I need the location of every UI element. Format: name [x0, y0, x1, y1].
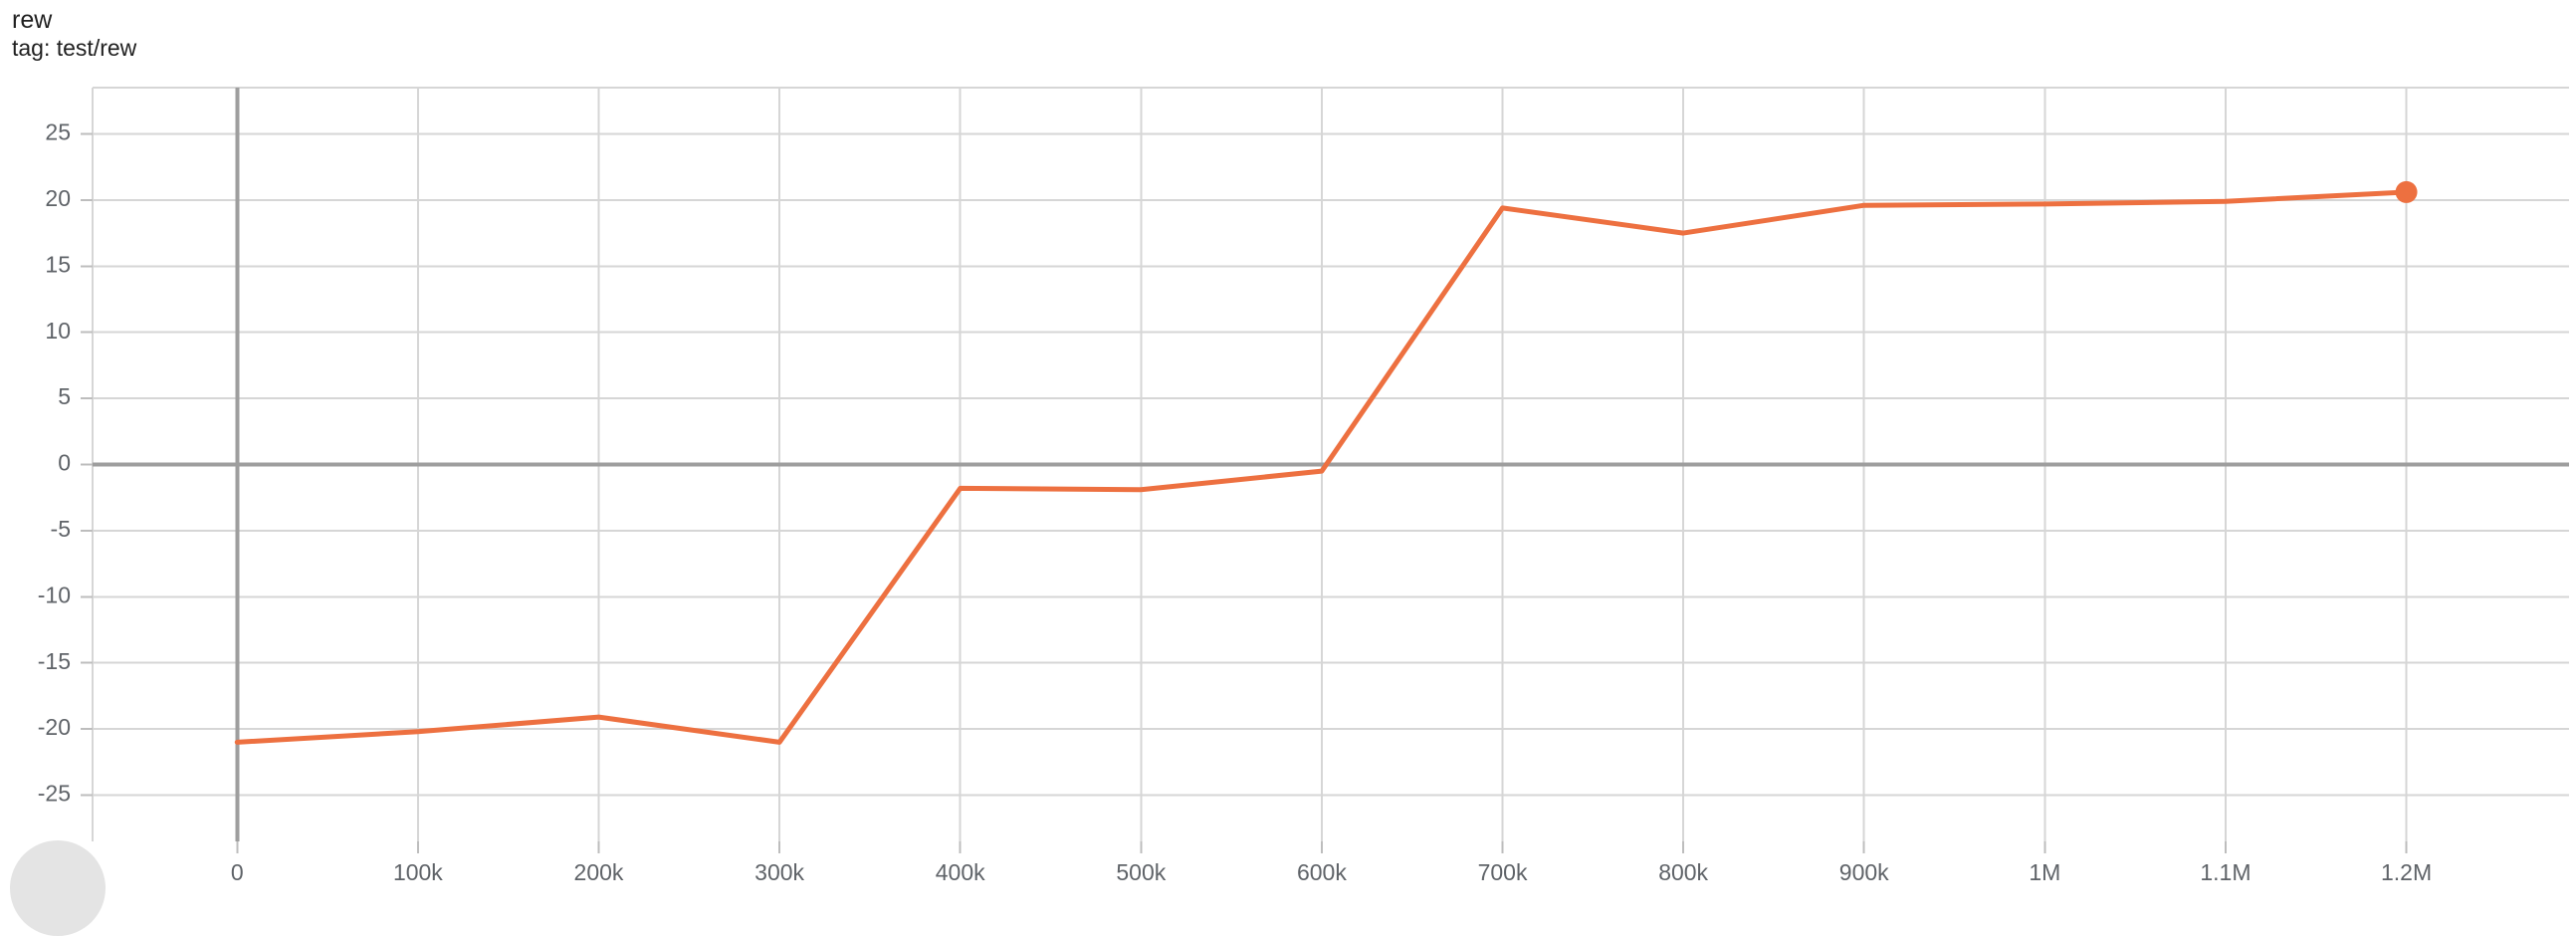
x-tick-label: 200k [574, 859, 624, 885]
series-group[interactable] [234, 180, 2418, 745]
series-endpoint-marker[interactable] [2395, 180, 2418, 203]
y-tick-label: 5 [58, 383, 71, 409]
plot-surface[interactable]: 25 20 15 10 5 0 -5 -10 -15 -20 -25 0 100k 200k 300k 40… [0, 0, 2576, 892]
x-tick-labels-group: 0 100k 200k 300k 400k 500k 600k 700k 800k 900k 1M 1… [231, 859, 2432, 885]
y-tick-label: 10 [45, 318, 71, 344]
x-tick-label: 100k [393, 859, 443, 885]
line-chart-svg[interactable]: 25 20 15 10 5 0 -5 -10 -15 -20 -25 0 100k 200k 300k 40… [0, 0, 2576, 892]
axis-lines-group [93, 88, 2569, 841]
x-tick-label: 600k [1297, 859, 1347, 885]
x-tick-label: 900k [1839, 859, 1889, 885]
page-title: rew [12, 6, 53, 34]
chart-tag-subtitle: tag: test/rew [12, 35, 137, 61]
x-tick-label: 400k [936, 859, 985, 885]
floating-action-button[interactable] [10, 840, 106, 936]
y-tick-labels-group: 25 20 15 10 5 0 -5 -10 -15 -20 -25 [38, 119, 71, 807]
y-tick-label: 20 [45, 185, 71, 211]
tickmarks-group [81, 132, 2408, 853]
x-tick-label: 0 [231, 859, 244, 885]
x-tick-label: 1M [2029, 859, 2060, 885]
chart-header: rew tag: test/rew [12, 6, 908, 62]
y-tick-label: -20 [38, 714, 71, 740]
y-tick-label: 25 [45, 119, 71, 145]
y-tick-label: -10 [38, 582, 71, 607]
y-tick-label: 0 [58, 450, 71, 476]
y-tick-label: -5 [51, 516, 71, 542]
y-tick-label: -15 [38, 648, 71, 674]
y-tick-label: 15 [45, 251, 71, 277]
x-tick-label: 1.2M [2381, 859, 2432, 885]
x-tick-label: 300k [754, 859, 804, 885]
x-tick-label: 1.1M [2200, 859, 2251, 885]
series-line-test-rew[interactable] [234, 189, 2410, 745]
x-tick-label: 800k [1658, 859, 1708, 885]
y-tick-label: -25 [38, 781, 71, 807]
x-tick-label: 500k [1116, 859, 1166, 885]
x-tick-label: 700k [1478, 859, 1528, 885]
